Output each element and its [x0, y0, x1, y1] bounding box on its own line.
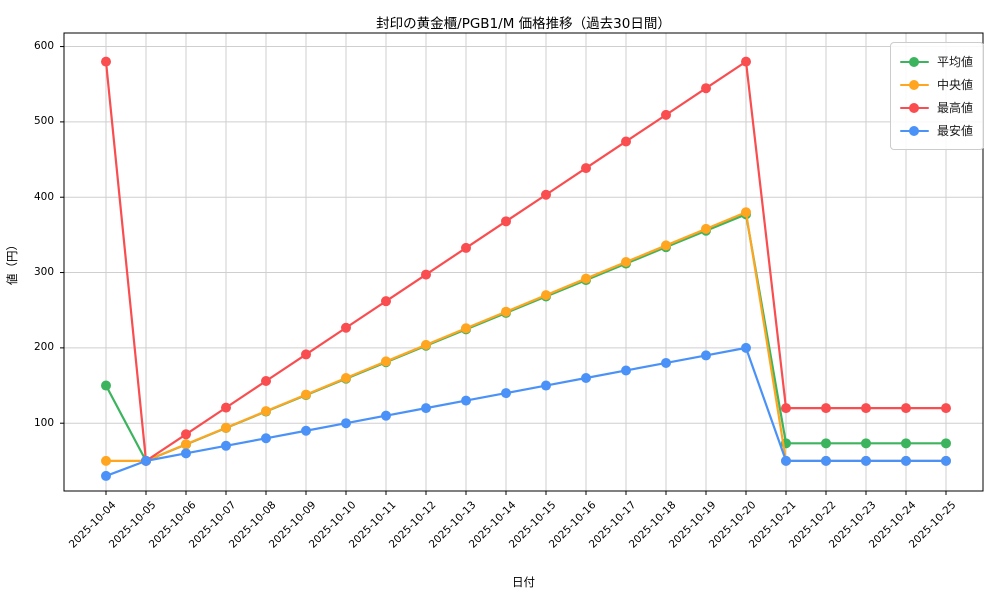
chart-title: 封印の黄金櫃/PGB1/M 価格推移（過去30日間）: [376, 16, 671, 32]
data-point: [461, 323, 471, 334]
data-point: [621, 136, 631, 147]
data-point: [941, 438, 951, 449]
data-point: [901, 403, 911, 414]
data-point: [661, 109, 671, 120]
y-tick-label: 500: [33, 115, 54, 128]
data-point: [581, 273, 591, 284]
data-point: [421, 339, 431, 350]
data-point: [141, 455, 151, 466]
data-point: [821, 438, 831, 449]
legend-line-marker-icon: [899, 56, 929, 67]
data-point: [101, 455, 111, 466]
data-point: [581, 373, 591, 384]
y-tick-label: 200: [33, 341, 54, 354]
series-line-最安値: [105, 346, 946, 477]
data-point: [501, 388, 511, 399]
data-point: [901, 455, 911, 466]
y-tick-label: 400: [33, 190, 54, 203]
data-point: [621, 257, 631, 267]
data-point: [661, 240, 671, 251]
data-point: [541, 290, 551, 301]
legend-line-marker-icon: [899, 102, 929, 113]
data-point: [741, 56, 751, 67]
data-point: [701, 350, 711, 361]
data-point: [261, 376, 271, 387]
data-point: [221, 440, 231, 451]
x-axis-label: 日付: [512, 575, 535, 589]
data-point: [101, 380, 111, 391]
legend-label: 平均値: [936, 55, 973, 69]
data-point: [941, 455, 951, 466]
data-point: [781, 403, 791, 414]
data-point: [701, 83, 711, 94]
legend-line-marker-icon: [899, 125, 929, 136]
data-point: [541, 189, 551, 200]
data-point: [861, 438, 871, 449]
data-point: [381, 410, 391, 421]
data-point: [221, 402, 231, 413]
y-tick-label: 100: [33, 416, 54, 429]
data-point: [621, 365, 631, 376]
data-point: [261, 406, 271, 417]
data-point: [541, 380, 551, 391]
data-point: [421, 269, 431, 280]
data-point: [781, 455, 791, 466]
data-point: [181, 439, 191, 450]
data-point: [381, 356, 391, 367]
y-tick-label: 300: [33, 266, 54, 279]
data-point: [821, 455, 831, 466]
legend-item: 最高値: [899, 96, 973, 119]
data-point: [301, 389, 311, 400]
data-point: [661, 357, 671, 368]
data-point: [501, 216, 511, 227]
data-point: [461, 242, 471, 253]
data-point: [301, 425, 311, 436]
axes-spines: [63, 32, 984, 492]
legend-label: 中央値: [936, 78, 973, 92]
data-point: [301, 349, 311, 360]
data-point: [741, 342, 751, 353]
data-point: [261, 433, 271, 444]
data-point: [101, 56, 111, 67]
data-point: [861, 403, 871, 414]
data-point: [341, 322, 351, 333]
legend-item: 平均値: [899, 50, 973, 73]
legend-line-marker-icon: [899, 79, 929, 90]
legend-label: 最安値: [936, 124, 973, 138]
legend-item: 中央値: [899, 73, 973, 96]
data-point: [341, 373, 351, 384]
y-tick-label: 600: [33, 40, 54, 53]
data-point: [741, 207, 751, 218]
data-point: [421, 403, 431, 414]
series-line-平均値: [105, 213, 946, 462]
series-line-最高値: [104, 60, 946, 462]
data-point: [901, 438, 911, 449]
data-point: [941, 403, 951, 414]
data-point: [701, 223, 711, 234]
data-point: [341, 418, 351, 429]
data-point: [101, 470, 111, 481]
legend: 平均値中央値最高値最安値: [889, 42, 984, 150]
legend-item: 最安値: [899, 119, 973, 142]
data-point: [581, 163, 591, 174]
data-point: [181, 448, 191, 459]
data-point: [821, 403, 831, 414]
data-point: [501, 306, 511, 317]
data-point: [221, 422, 231, 433]
legend-label: 最高値: [936, 101, 973, 115]
data-point: [461, 395, 471, 406]
data-point: [381, 296, 391, 307]
data-point: [861, 455, 871, 466]
data-point: [181, 429, 191, 440]
